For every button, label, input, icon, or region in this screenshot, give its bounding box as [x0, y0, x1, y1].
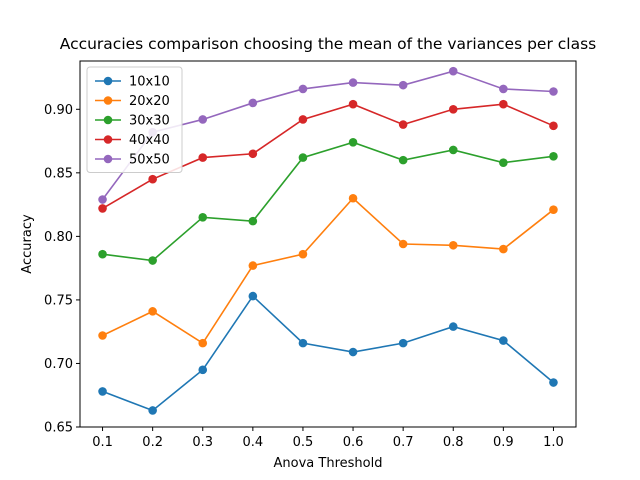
plot-frame: [79, 60, 577, 428]
x-tick-label: 0.2: [142, 435, 163, 450]
x-tick-label: 1.0: [543, 435, 564, 450]
x-tick-label: 0.9: [493, 435, 514, 450]
data-point: [248, 149, 258, 159]
x-tick-label: 0.1: [92, 435, 113, 450]
legend: 10x10 20x20 30x30 40x40 50x50: [86, 66, 183, 173]
data-point: [248, 98, 258, 108]
data-point: [549, 121, 558, 131]
data-point: [549, 378, 558, 387]
legend-label: 30x30: [129, 114, 170, 129]
y-tick-label: 0.75: [44, 293, 73, 308]
legend-marker: [103, 76, 113, 86]
legend-marker: [103, 115, 113, 125]
data-point: [98, 387, 107, 396]
data-point: [398, 239, 408, 249]
x-axis: 0.1 0.2 0.3 0.4 0.5 0.6 0.7 0.8 0.9 1.0: [92, 427, 564, 450]
x-axis-label: Anova Threshold: [274, 456, 383, 471]
x-tick-label: 0.4: [243, 435, 264, 450]
x-tick-label: 0.8: [443, 435, 464, 450]
series-line-20x20: [102, 197, 554, 345]
data-point: [398, 80, 408, 90]
y-tick-label: 0.90: [44, 103, 73, 118]
data-point: [198, 365, 208, 375]
legend-label: 40x40: [129, 133, 170, 148]
data-point: [348, 193, 358, 203]
data-point: [298, 249, 308, 259]
data-point: [148, 406, 157, 415]
series-line-10x10: [102, 294, 554, 412]
data-point: [448, 66, 458, 76]
data-point: [549, 205, 558, 214]
data-point: [398, 120, 408, 129]
data-point: [298, 338, 308, 348]
data-point: [499, 336, 508, 345]
legend-item: 40x40: [95, 133, 170, 148]
data-point: [348, 78, 358, 87]
data-point: [348, 347, 358, 357]
data-point: [448, 145, 458, 155]
series-20x20: [98, 193, 558, 348]
data-point: [448, 322, 458, 331]
data-point: [198, 213, 208, 222]
legend-marker: [103, 135, 113, 144]
data-point: [248, 261, 258, 270]
y-tick-label: 0.65: [44, 421, 73, 436]
data-point: [348, 99, 358, 109]
data-point: [348, 138, 358, 147]
y-tick-label: 0.80: [44, 230, 73, 245]
data-point: [499, 84, 508, 94]
legend-label: 50x50: [129, 153, 170, 168]
data-point: [198, 153, 208, 162]
data-point: [98, 204, 107, 213]
data-point: [148, 174, 157, 184]
legend-item: 30x30: [95, 114, 170, 129]
x-tick-label: 0.5: [293, 435, 314, 450]
data-point: [298, 153, 308, 162]
legend-label: 20x20: [129, 94, 170, 109]
legend-item: 10x10: [95, 75, 170, 90]
data-point: [248, 291, 258, 301]
legend-box: [86, 66, 183, 173]
series-10x10: [98, 291, 558, 415]
data-point: [198, 115, 208, 124]
data-point: [198, 338, 208, 348]
chart-title: Accuracies comparison choosing the mean …: [60, 35, 597, 53]
data-point: [248, 216, 258, 226]
data-point: [448, 240, 458, 250]
data-point: [499, 99, 508, 109]
data-point: [549, 152, 558, 161]
data-point: [448, 104, 458, 114]
legend-item: 50x50: [95, 153, 170, 168]
legend-label: 10x10: [129, 75, 170, 90]
y-axis: 0.65 0.70 0.75 0.80 0.85 0.90: [44, 103, 80, 436]
data-point: [298, 115, 308, 124]
series-30x30: [98, 138, 558, 265]
y-tick-label: 0.85: [44, 166, 73, 181]
data-point: [98, 249, 107, 259]
x-tick-label: 0.7: [393, 435, 414, 450]
data-point: [98, 195, 107, 204]
data-point: [398, 338, 408, 348]
data-point: [398, 155, 408, 165]
data-point: [98, 331, 107, 340]
x-tick-label: 0.3: [192, 435, 213, 450]
x-tick-label: 0.6: [343, 435, 364, 450]
data-point: [499, 158, 508, 167]
data-point: [499, 244, 508, 254]
y-tick-label: 0.70: [44, 357, 73, 372]
data-point: [549, 87, 558, 96]
series-line-30x30: [102, 141, 554, 262]
legend-marker: [103, 154, 113, 164]
legend-item: 20x20: [95, 94, 170, 109]
data-point: [148, 256, 157, 265]
data-point: [298, 84, 308, 94]
legend-marker: [103, 96, 113, 105]
data-point: [148, 307, 157, 316]
y-axis-label: Accuracy: [20, 214, 35, 274]
